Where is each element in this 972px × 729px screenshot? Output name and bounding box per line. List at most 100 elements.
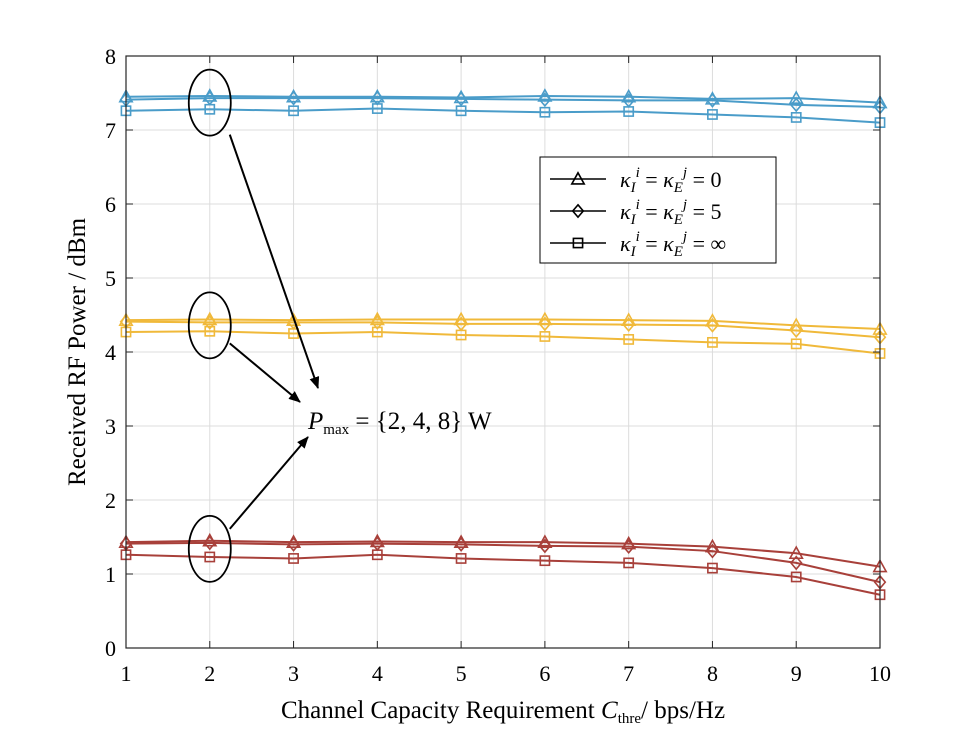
x-tick-label: 5 bbox=[456, 661, 467, 686]
legend-marker-triangle bbox=[570, 171, 586, 185]
legend-label-part: = 0 bbox=[687, 167, 721, 192]
y-tick-label: 7 bbox=[105, 118, 116, 143]
data-point-diamond bbox=[789, 555, 803, 571]
legend-label-part: i bbox=[636, 197, 640, 213]
y-tick-label: 8 bbox=[105, 44, 116, 69]
legend-label-part: E bbox=[673, 212, 683, 228]
series-pmax_2-diamond bbox=[119, 535, 887, 590]
legend-label-part: j bbox=[681, 229, 687, 245]
legend-label-part: E bbox=[673, 244, 683, 260]
legend-label: κIi = κEj = 0 bbox=[620, 165, 721, 196]
highlight-ellipse bbox=[187, 514, 232, 583]
legend-label-part: = 5 bbox=[687, 199, 721, 224]
series-pmax_2-square bbox=[120, 549, 886, 601]
y-axis-label: Received RF Power / dBm bbox=[64, 217, 91, 486]
x-axis-label-var: C bbox=[601, 697, 618, 724]
legend-label-part: j bbox=[681, 197, 687, 213]
data-point-square bbox=[371, 549, 383, 561]
series-line bbox=[125, 330, 881, 355]
data-point-triangle bbox=[788, 90, 804, 104]
data-point-diamond bbox=[789, 323, 803, 338]
data-point-diamond bbox=[706, 92, 719, 108]
data-point-triangle bbox=[788, 545, 804, 560]
legend-label-part: j bbox=[681, 165, 687, 181]
data-point-diamond bbox=[287, 90, 300, 106]
annotation-arrow bbox=[229, 342, 301, 403]
data-point-diamond bbox=[371, 314, 384, 330]
x-tick-label: 6 bbox=[539, 661, 550, 686]
x-tick-label: 3 bbox=[288, 661, 299, 686]
data-point-square bbox=[204, 103, 216, 115]
y-tick-label: 0 bbox=[105, 636, 116, 661]
series-layer bbox=[118, 88, 888, 601]
legend-label-part: i bbox=[636, 229, 640, 245]
series-pmax_4-diamond bbox=[119, 314, 887, 345]
legend-label-part: I bbox=[630, 244, 637, 260]
legend-label-part: i bbox=[636, 165, 640, 181]
series-line bbox=[125, 107, 881, 124]
legend-label: κIi = κEj = ∞ bbox=[620, 229, 726, 260]
data-point-triangle bbox=[621, 88, 637, 103]
data-point-square bbox=[790, 338, 802, 350]
legend-label-part: κ bbox=[620, 199, 631, 224]
x-axis-label: Channel Capacity Requirement Cthre/ bps/… bbox=[281, 697, 725, 727]
legend-label-part: = bbox=[640, 231, 663, 256]
x-tick-label: 1 bbox=[121, 661, 132, 686]
data-point-square bbox=[288, 553, 299, 564]
legend-entry: κIi = κEj = ∞ bbox=[550, 229, 726, 260]
data-point-diamond bbox=[622, 317, 635, 333]
data-point-square bbox=[455, 553, 467, 564]
data-point-square bbox=[455, 329, 467, 341]
y-tick-label: 1 bbox=[105, 562, 116, 587]
x-axis-label-sub: thre bbox=[618, 711, 642, 727]
x-tick-label: 7 bbox=[623, 661, 634, 686]
legend-entry: κIi = κEj = 5 bbox=[550, 197, 721, 228]
legend-label-part: I bbox=[630, 212, 637, 228]
legend-marker-diamond bbox=[571, 203, 585, 219]
data-point-square bbox=[204, 325, 216, 337]
data-point-square bbox=[623, 106, 635, 117]
legend-label-part: = bbox=[640, 199, 663, 224]
annotation-var: P bbox=[307, 408, 323, 435]
data-point-diamond bbox=[203, 314, 217, 330]
x-tick-label: 8 bbox=[707, 661, 718, 686]
annotation: Pmax = {2, 4, 8} W bbox=[187, 68, 492, 583]
data-point-square bbox=[790, 571, 802, 583]
data-point-triangle bbox=[537, 534, 553, 548]
data-point-triangle bbox=[537, 88, 553, 102]
data-point-square bbox=[288, 105, 299, 117]
data-point-diamond bbox=[538, 538, 552, 554]
y-tick-label: 5 bbox=[105, 266, 116, 291]
series-line bbox=[125, 94, 881, 104]
annotation-arrow bbox=[228, 134, 320, 389]
legend-label: κIi = κEj = 5 bbox=[620, 197, 721, 228]
data-point-square bbox=[623, 334, 635, 345]
series-pmax_4-square bbox=[120, 325, 886, 359]
data-point-diamond bbox=[454, 91, 468, 107]
y-tick-label: 2 bbox=[105, 488, 116, 513]
data-point-diamond bbox=[789, 97, 803, 113]
y-tick-label: 3 bbox=[105, 414, 116, 439]
y-tick-label: 4 bbox=[105, 340, 116, 365]
series-pmax_8-diamond bbox=[119, 90, 887, 115]
legend-entry: κIi = κEj = 0 bbox=[550, 165, 721, 196]
data-point-diamond bbox=[538, 316, 552, 332]
data-point-square bbox=[707, 336, 718, 348]
y-ticks: 0 1 2 3 4 5 6 7 8 bbox=[105, 44, 880, 661]
annotation-arrow bbox=[229, 436, 309, 530]
data-point-square bbox=[790, 112, 802, 123]
series-line bbox=[125, 541, 881, 584]
annotation-sub: max bbox=[323, 422, 349, 438]
legend-marker-square bbox=[572, 237, 584, 249]
highlight-ellipse bbox=[187, 291, 232, 360]
x-tick-label: 4 bbox=[372, 661, 383, 686]
series-line bbox=[125, 318, 881, 331]
series-line bbox=[125, 97, 881, 109]
data-point-square bbox=[623, 557, 635, 569]
y-tick-label: 6 bbox=[105, 192, 116, 217]
data-point-square bbox=[539, 331, 551, 342]
data-point-square bbox=[455, 105, 467, 117]
legend-label-part: I bbox=[630, 180, 637, 196]
